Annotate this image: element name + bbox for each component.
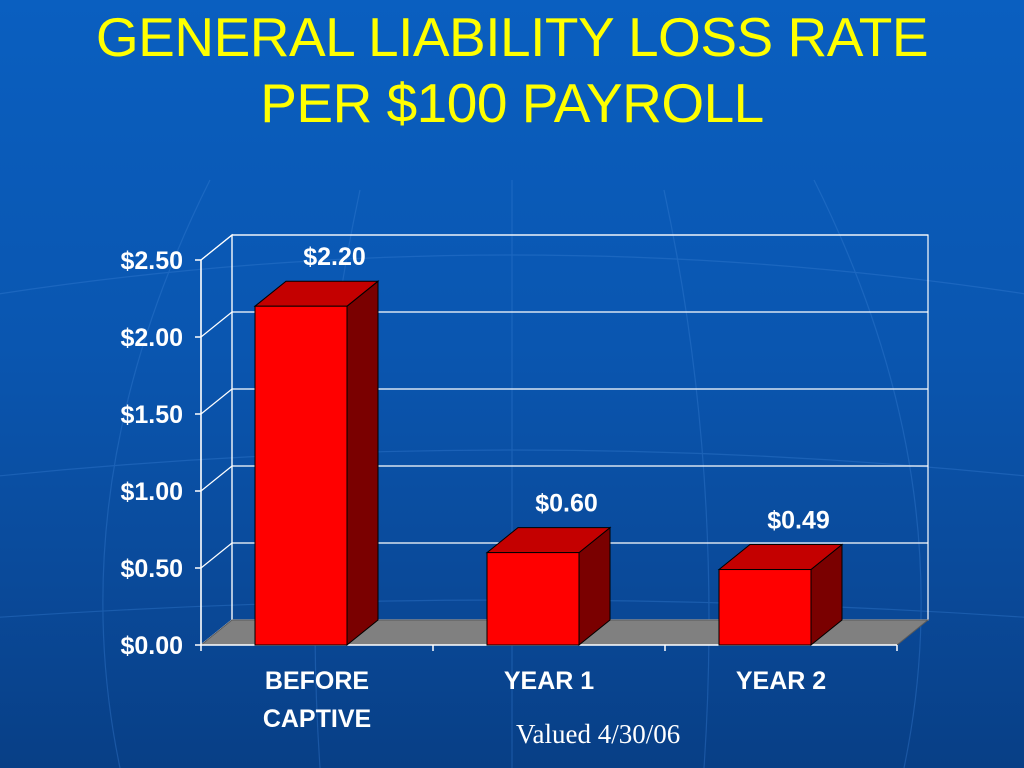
y-tick-label: $1.50 <box>120 401 183 429</box>
bar-front <box>254 305 348 646</box>
gridline <box>200 388 928 415</box>
data-label: $0.49 <box>767 507 830 535</box>
chart-bars <box>253 280 844 647</box>
data-label: $0.60 <box>535 490 598 518</box>
chart-side-wall <box>200 233 233 647</box>
bar <box>253 280 380 647</box>
chart-labels: $0.00 $0.50 $1.00 $1.50 $2.00 $2.50 $2.20 BEFOR… <box>120 243 829 733</box>
category-label: YEAR 1 <box>504 667 594 695</box>
bar-side <box>346 280 379 647</box>
valuation-footnote: Valued 4/30/06 <box>516 719 681 749</box>
slide-title: GENERAL LIABILITY LOSS RATE PER $100 PAY… <box>0 4 1024 136</box>
title-line-1: GENERAL LIABILITY LOSS RATE <box>95 6 929 68</box>
bar <box>717 543 844 647</box>
gridline <box>200 234 928 261</box>
category-label: BEFORE <box>265 667 369 695</box>
category-label: CAPTIVE <box>263 705 371 733</box>
gridline <box>200 311 928 338</box>
y-tick-label: $2.00 <box>120 324 183 352</box>
bar <box>485 526 612 647</box>
bar-front <box>718 569 812 646</box>
y-tick-label: $0.00 <box>120 632 183 660</box>
gridline <box>200 542 928 569</box>
gridline <box>200 465 928 492</box>
y-tick-label: $1.00 <box>120 478 183 506</box>
category-label: YEAR 2 <box>736 667 826 695</box>
y-tick-label: $0.50 <box>120 555 183 583</box>
title-line-2: PER $100 PAYROLL <box>260 72 764 134</box>
data-label: $2.20 <box>303 243 366 271</box>
y-tick-label: $2.50 <box>120 247 183 275</box>
bar-front <box>486 552 580 646</box>
